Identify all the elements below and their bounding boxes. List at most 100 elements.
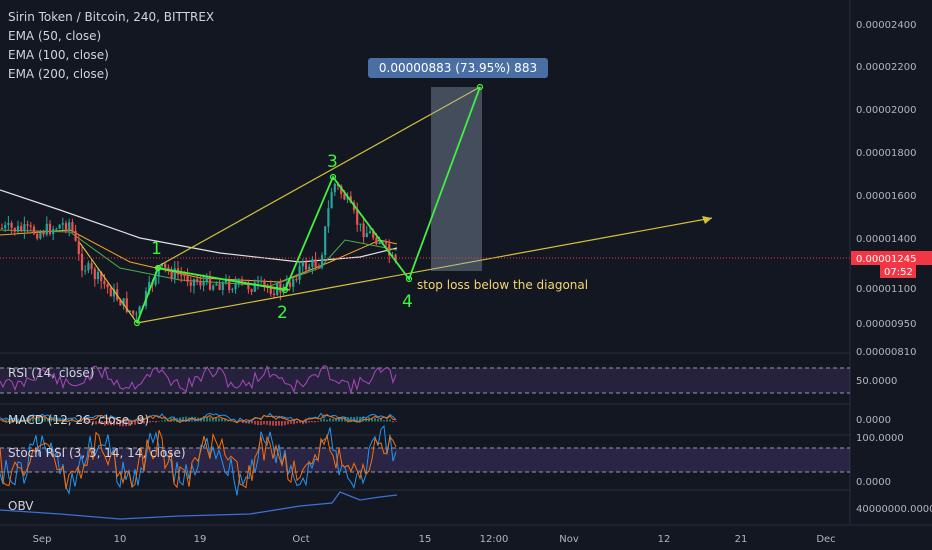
candle bbox=[0, 223, 4, 229]
candle bbox=[250, 288, 253, 296]
candle bbox=[71, 218, 74, 234]
candle bbox=[292, 278, 295, 293]
obv-axis-tick: 40000000.0000 bbox=[856, 504, 932, 515]
wave-label-4: 4 bbox=[402, 292, 413, 312]
last-price-value: 0.00001245 bbox=[856, 254, 916, 265]
candle bbox=[199, 275, 202, 290]
candle bbox=[80, 246, 84, 278]
candle bbox=[20, 222, 23, 233]
stoch-rsi-label[interactable]: Stoch RSI (3, 3, 14, 14, close) bbox=[8, 446, 186, 460]
lower-trendline bbox=[136, 217, 713, 324]
rsi-label[interactable]: RSI (14, close) bbox=[8, 366, 95, 380]
stop-loss-annotation[interactable]: stop loss below the diagonal bbox=[417, 278, 588, 292]
macd-label[interactable]: MACD (12, 26, close, 9) bbox=[8, 413, 150, 427]
candle bbox=[96, 269, 100, 284]
candle bbox=[4, 221, 7, 233]
candle bbox=[10, 220, 13, 235]
rsi-pane[interactable] bbox=[0, 364, 850, 395]
candle bbox=[132, 310, 135, 317]
candle bbox=[23, 216, 26, 239]
price-tick: 0.00001800 bbox=[856, 148, 916, 159]
candle bbox=[135, 311, 138, 321]
obv-pane[interactable] bbox=[0, 491, 398, 520]
candle bbox=[215, 281, 218, 286]
time-tick: Dec bbox=[816, 534, 835, 545]
candle bbox=[84, 265, 87, 275]
macd-pane[interactable] bbox=[0, 412, 397, 427]
candle bbox=[362, 216, 365, 244]
candle bbox=[42, 229, 45, 238]
time-tick: 10 bbox=[114, 534, 127, 545]
symbol-title[interactable]: Sirin Token / Bitcoin, 240, BITTREX bbox=[8, 10, 215, 24]
ema-50-legend[interactable]: EMA (50, close) bbox=[8, 29, 102, 43]
time-tick: Nov bbox=[559, 534, 579, 545]
candle bbox=[356, 202, 359, 232]
price-axis[interactable]: 0.00002400 0.00002200 0.00002000 0.00001… bbox=[851, 20, 932, 515]
candle bbox=[61, 217, 64, 230]
candle bbox=[205, 273, 208, 286]
candle bbox=[308, 263, 311, 271]
stoch-rsi-pane[interactable] bbox=[0, 424, 850, 496]
ema-200-legend[interactable]: EMA (200, close) bbox=[8, 67, 109, 81]
measure-label-bg bbox=[368, 58, 548, 78]
candle bbox=[68, 218, 71, 237]
price-tick: 0.00002000 bbox=[856, 105, 916, 116]
candle bbox=[314, 251, 317, 271]
candle bbox=[189, 276, 192, 293]
candle bbox=[48, 220, 52, 236]
time-tick: Oct bbox=[292, 534, 309, 545]
candle bbox=[317, 263, 320, 269]
candle bbox=[266, 283, 269, 293]
candle bbox=[112, 283, 116, 302]
wave-a-line bbox=[79, 242, 138, 324]
candle bbox=[231, 287, 234, 293]
candle bbox=[77, 234, 80, 261]
obv-label[interactable]: OBV bbox=[8, 499, 34, 513]
candle bbox=[138, 305, 141, 314]
measure-box[interactable] bbox=[431, 87, 482, 271]
time-axis[interactable]: Sep 10 19 Oct 15 12:00 Nov 12 21 Dec bbox=[33, 534, 836, 545]
candle bbox=[208, 270, 212, 291]
wave-label-2: 2 bbox=[277, 303, 288, 323]
elliott-wave-path[interactable] bbox=[136, 86, 481, 324]
chart-legend: Sirin Token / Bitcoin, 240, BITTREX EMA … bbox=[8, 8, 214, 84]
candle bbox=[228, 275, 231, 294]
candle bbox=[333, 182, 336, 197]
candle bbox=[39, 229, 42, 240]
pane-separators bbox=[0, 0, 932, 526]
candle bbox=[55, 227, 58, 231]
candle bbox=[116, 282, 119, 302]
wave-pivots bbox=[133, 83, 484, 327]
candlesticks bbox=[0, 181, 397, 321]
time-tick: 12 bbox=[658, 534, 671, 545]
candle bbox=[52, 225, 55, 241]
ema-lines bbox=[0, 189, 398, 287]
time-tick: Sep bbox=[33, 534, 52, 545]
candle bbox=[212, 284, 215, 292]
ema-100-legend[interactable]: EMA (100, close) bbox=[8, 48, 109, 62]
time-tick: 12:00 bbox=[480, 534, 509, 545]
candle bbox=[26, 220, 29, 234]
candle bbox=[29, 222, 32, 232]
countdown-value: 07:52 bbox=[884, 267, 913, 278]
price-tick: 0.00001400 bbox=[856, 234, 916, 245]
trendlines[interactable] bbox=[79, 86, 713, 324]
price-tick: 0.00002400 bbox=[856, 20, 916, 31]
wave-label-1: 1 bbox=[151, 239, 162, 259]
wave-label-3: 3 bbox=[327, 152, 338, 172]
ema-100-line bbox=[0, 229, 398, 283]
ema-200-line bbox=[0, 189, 398, 263]
candle bbox=[247, 279, 250, 294]
stoch-axis-tick-bottom: 0.0000 bbox=[856, 477, 891, 488]
candle bbox=[330, 187, 333, 209]
rsi-axis-tick: 50.0000 bbox=[856, 376, 897, 387]
candle bbox=[221, 280, 224, 296]
trendline-arrow bbox=[702, 216, 712, 224]
candle bbox=[384, 238, 388, 248]
candle bbox=[74, 224, 77, 242]
price-tick: 0.00001100 bbox=[856, 284, 916, 295]
candle bbox=[218, 279, 221, 291]
candle bbox=[87, 260, 90, 274]
candle bbox=[106, 283, 109, 294]
